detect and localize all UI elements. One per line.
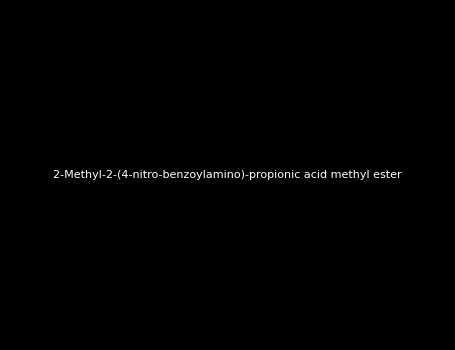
Text: 2-Methyl-2-(4-nitro-benzoylamino)-propionic acid methyl ester: 2-Methyl-2-(4-nitro-benzoylamino)-propio…: [53, 170, 402, 180]
